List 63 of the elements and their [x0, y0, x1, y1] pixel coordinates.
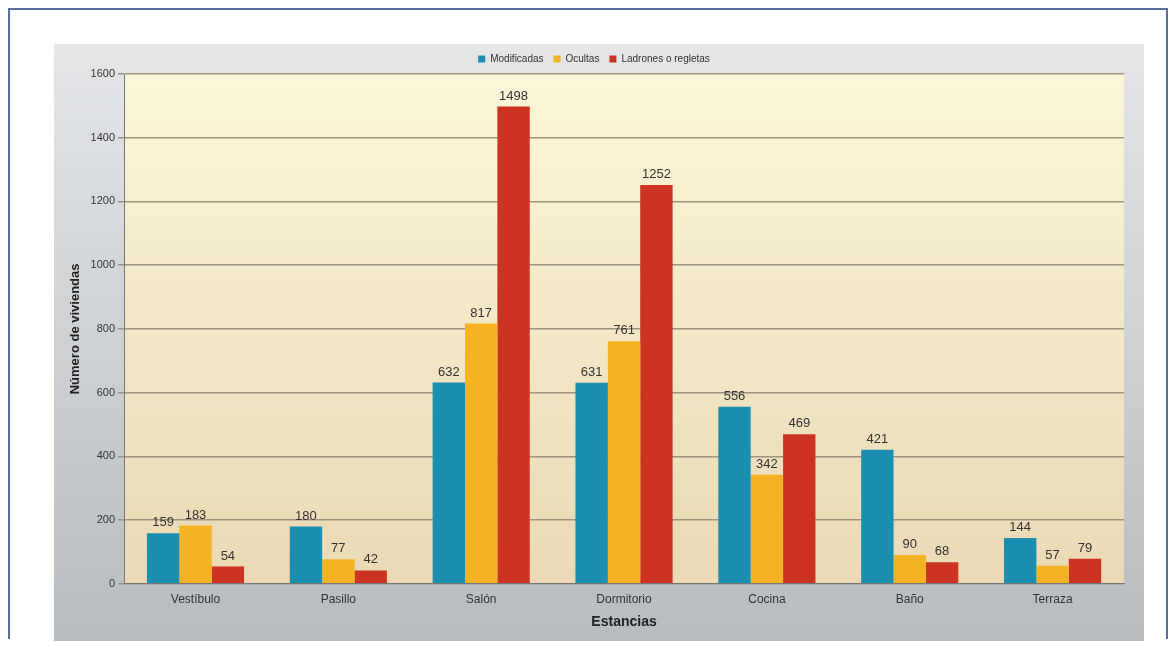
bar: [465, 323, 498, 584]
legend-label: Modificadas: [490, 52, 544, 64]
y-tick-label: 600: [96, 385, 116, 398]
data-label: 54: [220, 547, 236, 563]
bar: [575, 382, 608, 584]
bar: [211, 566, 245, 584]
x-tick-label: Vestíbulo: [170, 592, 221, 607]
data-label: 761: [613, 322, 635, 338]
x-tick-label: Baño: [895, 592, 925, 607]
bar: [146, 533, 180, 584]
x-tick-label: Terraza: [1032, 592, 1073, 607]
bar: [289, 526, 323, 584]
data-label: 79: [1077, 539, 1093, 555]
data-label: 631: [580, 363, 603, 379]
bar: [1068, 558, 1102, 584]
bar: [861, 449, 894, 584]
legend-label: Ladrones o regletas: [621, 52, 710, 64]
bar: [607, 341, 641, 584]
legend-label: Ocultas: [565, 52, 600, 64]
data-label: 159: [152, 514, 174, 530]
y-tick-label: 200: [96, 513, 116, 526]
y-tick-label: 800: [96, 321, 116, 334]
data-label: 556: [723, 387, 746, 403]
x-tick-label: Dormitorio: [596, 592, 653, 607]
bar: [354, 570, 387, 584]
bar: [322, 559, 355, 584]
bar: [893, 555, 926, 584]
y-axis-title: Número de viviendas: [67, 263, 83, 395]
data-label: 183: [184, 506, 207, 522]
bar: [1004, 537, 1037, 584]
bar: [783, 434, 816, 584]
data-label: 1252: [641, 165, 671, 181]
bar: [718, 406, 751, 584]
data-label: 342: [756, 455, 778, 471]
data-label: 90: [902, 536, 917, 552]
bar: [750, 474, 784, 584]
bar: [432, 382, 465, 584]
x-tick-label: Salón: [465, 592, 497, 607]
bar: [925, 562, 959, 584]
y-tick-label: 1600: [90, 67, 116, 80]
bar: [640, 184, 673, 584]
x-tick-label: Cocina: [748, 592, 786, 607]
data-label: 68: [934, 543, 950, 559]
data-label: 469: [788, 415, 811, 431]
y-tick-label: 1400: [90, 130, 116, 143]
bar: [497, 106, 530, 584]
x-tick-label: Pasillo: [320, 592, 357, 607]
bar: [1036, 565, 1069, 584]
bar: [179, 525, 212, 584]
y-tick-label: 0: [108, 576, 116, 589]
x-axis-title: Estancias: [591, 613, 657, 630]
data-label: 42: [363, 551, 378, 567]
data-label: 180: [295, 507, 317, 523]
y-tick-label: 1000: [90, 258, 116, 271]
y-tick-label: 400: [96, 449, 116, 462]
data-label: 817: [470, 304, 493, 320]
data-label: 57: [1045, 546, 1060, 562]
data-label: 421: [866, 430, 889, 446]
data-label: 1498: [499, 87, 529, 103]
data-label: 632: [437, 363, 460, 379]
data-label: 77: [331, 540, 346, 556]
y-tick-label: 1200: [90, 194, 116, 207]
data-label: 144: [1009, 519, 1032, 534]
